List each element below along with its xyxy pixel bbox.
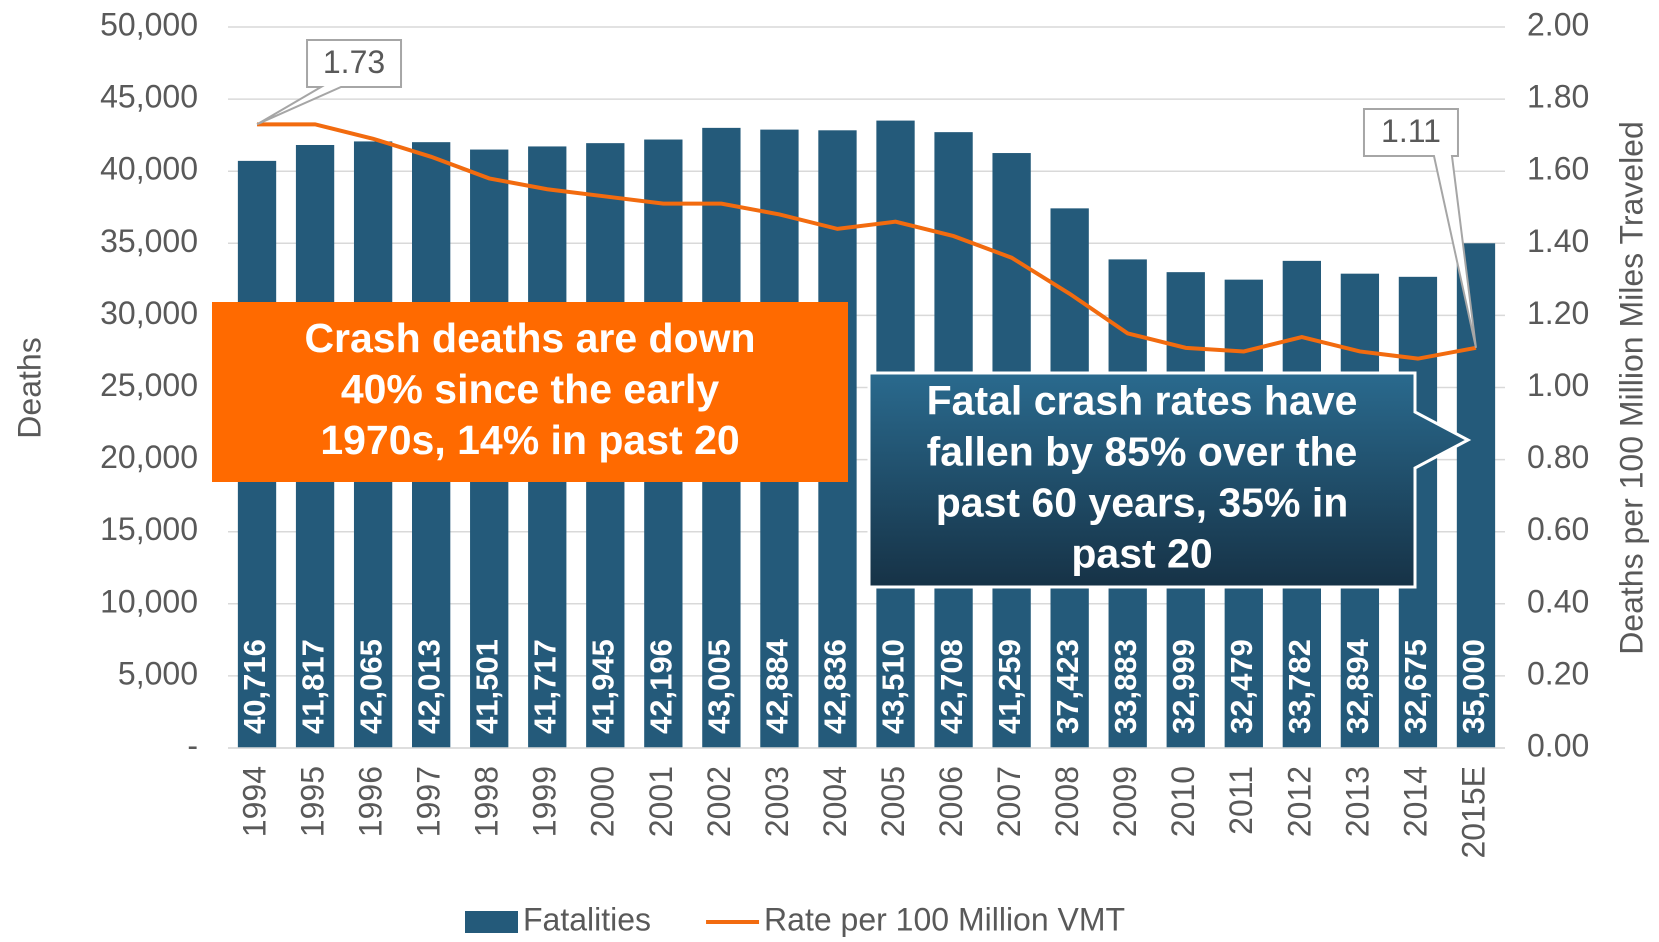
y2-axis-title: Deaths per 100 Million Miles Traveled [1613,121,1649,655]
callout-box [256,39,403,126]
x-tick-label: 1998 [469,766,505,837]
line [257,122,1477,361]
y2-tick-label: 1.60 [1527,151,1589,187]
y2-tick-label: 2.00 [1527,6,1589,42]
data-label: 41,945 [585,639,620,734]
y2-tick-label: 0.80 [1527,439,1589,475]
x-tick-label: 2008 [1049,766,1085,837]
annotation-text: 1970s, 14% in past 20 [320,417,739,463]
data-label: 37,423 [1050,639,1085,734]
annotation-text: Crash deaths are down [304,315,755,361]
data-label: 42,708 [934,639,969,734]
callout-label: 1.73 [323,44,385,80]
legend-swatch [465,911,518,933]
data-label: 32,999 [1166,639,1201,734]
annotation-text: Fatal crash rates have [927,377,1358,423]
x-tick-label: 1997 [411,766,447,837]
x-tick-label: 2002 [701,766,737,837]
x-tick-label: 2007 [991,766,1027,837]
y2-tick-label: 1.80 [1527,79,1589,115]
data-label: 41,717 [527,639,562,734]
annotation-box [212,302,848,482]
data-label: 42,884 [760,638,795,734]
y2-tick-label: 0.20 [1527,655,1589,691]
data-label: 40,716 [237,639,272,734]
x-tick-label: 1995 [295,766,331,837]
data-label: 42,065 [353,639,388,734]
y-tick-label: 10,000 [100,583,198,619]
callout-label: 1.11 [1381,113,1441,149]
annotation-text: past 60 years, 35% in [936,479,1349,525]
y2-tick-label: 1.00 [1527,367,1589,403]
x-tick-label: 2009 [1107,766,1143,837]
data-label: 33,782 [1282,639,1317,734]
data-label: 35,000 [1456,639,1491,734]
x-tick-label: 2013 [1339,766,1375,837]
y-tick-label: 30,000 [100,295,198,331]
data-label: 43,510 [876,639,911,734]
x-tick-label: 2015E [1455,766,1491,859]
data-label: 41,817 [295,639,330,734]
legend-label: Fatalities [523,901,651,937]
x-tick-label: 2014 [1397,766,1433,837]
y2-tick-label: 0.40 [1527,583,1589,619]
x-tick-label: 2010 [1165,766,1201,837]
x-tick-label: 2000 [585,766,621,837]
data-label: 41,501 [469,639,504,734]
data-label: 42,836 [818,639,853,734]
data-label: 41,259 [992,639,1027,734]
annotation-text: fallen by 85% over the [927,428,1358,474]
y-tick-label: 15,000 [100,511,198,547]
y2-tick-label: 1.20 [1527,295,1589,331]
y-tick-label: 5,000 [118,655,198,691]
y-tick-label: 35,000 [100,223,198,259]
x-tick-label: 2011 [1223,766,1259,835]
bar [1456,243,1496,749]
data-label: 32,675 [1398,639,1433,734]
data-label: 43,005 [702,639,737,734]
y-tick-label: - [187,727,198,763]
y-tick-label: 20,000 [100,439,198,475]
data-label: 42,013 [411,639,446,734]
x-tick-label: 2006 [933,766,969,837]
annotation-box [867,371,1472,589]
callout-box [1362,108,1477,349]
y-tick-label: 25,000 [100,367,198,403]
x-tick-label: 2005 [875,766,911,837]
y2-tick-label: 0.00 [1527,727,1589,763]
x-tick-label: 2003 [759,766,795,837]
annotation-text: past 20 [1071,530,1212,576]
y-tick-label: 40,000 [100,151,198,187]
annotation-text: 40% since the early [341,366,720,412]
data-label: 42,196 [644,639,679,734]
y-tick-label: 50,000 [100,6,198,42]
data-label: 32,894 [1340,638,1375,734]
data-label: 33,883 [1108,639,1143,734]
x-tick-label: 2004 [817,766,853,837]
y2-tick-label: 0.60 [1527,511,1589,547]
y2-tick-label: 1.40 [1527,223,1589,259]
y-axis-title: Deaths [11,337,47,438]
x-tick-label: 1996 [353,766,389,837]
x-tick-label: 1994 [236,766,272,837]
data-label: 32,479 [1224,639,1259,734]
x-tick-label: 1999 [527,766,563,837]
x-tick-label: 2012 [1281,766,1317,837]
x-tick-label: 2001 [643,766,679,837]
legend-label: Rate per 100 Million VMT [764,901,1125,937]
y-tick-label: 45,000 [100,79,198,115]
